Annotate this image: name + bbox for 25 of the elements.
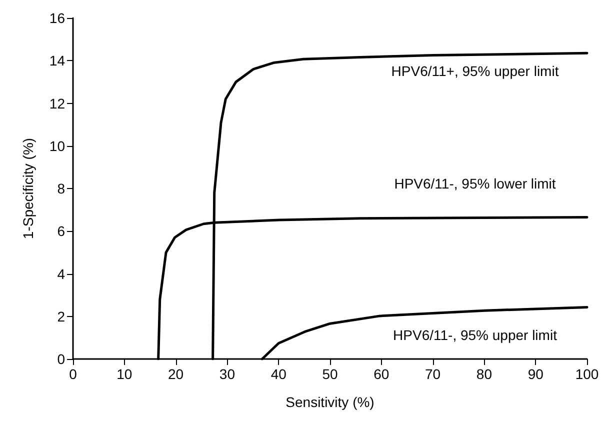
y-axis-title: 1-Specificity (%) xyxy=(20,138,36,240)
y-tick-label: 8 xyxy=(57,180,66,196)
x-tick-label: 40 xyxy=(270,366,287,382)
y-tick-label: 6 xyxy=(57,223,66,240)
series-label: HPV6/11+, 95% upper limit xyxy=(391,63,559,80)
x-tick-label: 0 xyxy=(69,366,78,382)
y-tick-label: 16 xyxy=(49,10,66,26)
x-tick-label: 60 xyxy=(374,366,390,382)
x-tick-label: 50 xyxy=(322,366,338,382)
series-label: HPV6/11-, 95% upper limit xyxy=(393,327,558,344)
y-tick-label: 2 xyxy=(57,308,66,324)
x-tick-label: 20 xyxy=(168,366,184,382)
x-tick-label: 90 xyxy=(528,366,544,382)
x-tick-label: 10 xyxy=(116,366,132,382)
y-tick-label: 4 xyxy=(57,266,66,282)
x-tick-label: 80 xyxy=(476,366,492,382)
y-tick-label: 14 xyxy=(49,52,66,69)
y-tick-label: 12 xyxy=(49,95,66,112)
x-tick-label: 30 xyxy=(219,366,236,382)
series-label: HPV6/11-, 95% lower limit xyxy=(394,175,556,192)
x-axis-title: Sensitivity (%) xyxy=(286,394,374,410)
x-tick-label: 70 xyxy=(425,366,441,382)
y-tick-label: 0 xyxy=(57,351,66,367)
x-tick-label: 100 xyxy=(575,366,599,382)
y-tick-label: 10 xyxy=(49,138,66,154)
